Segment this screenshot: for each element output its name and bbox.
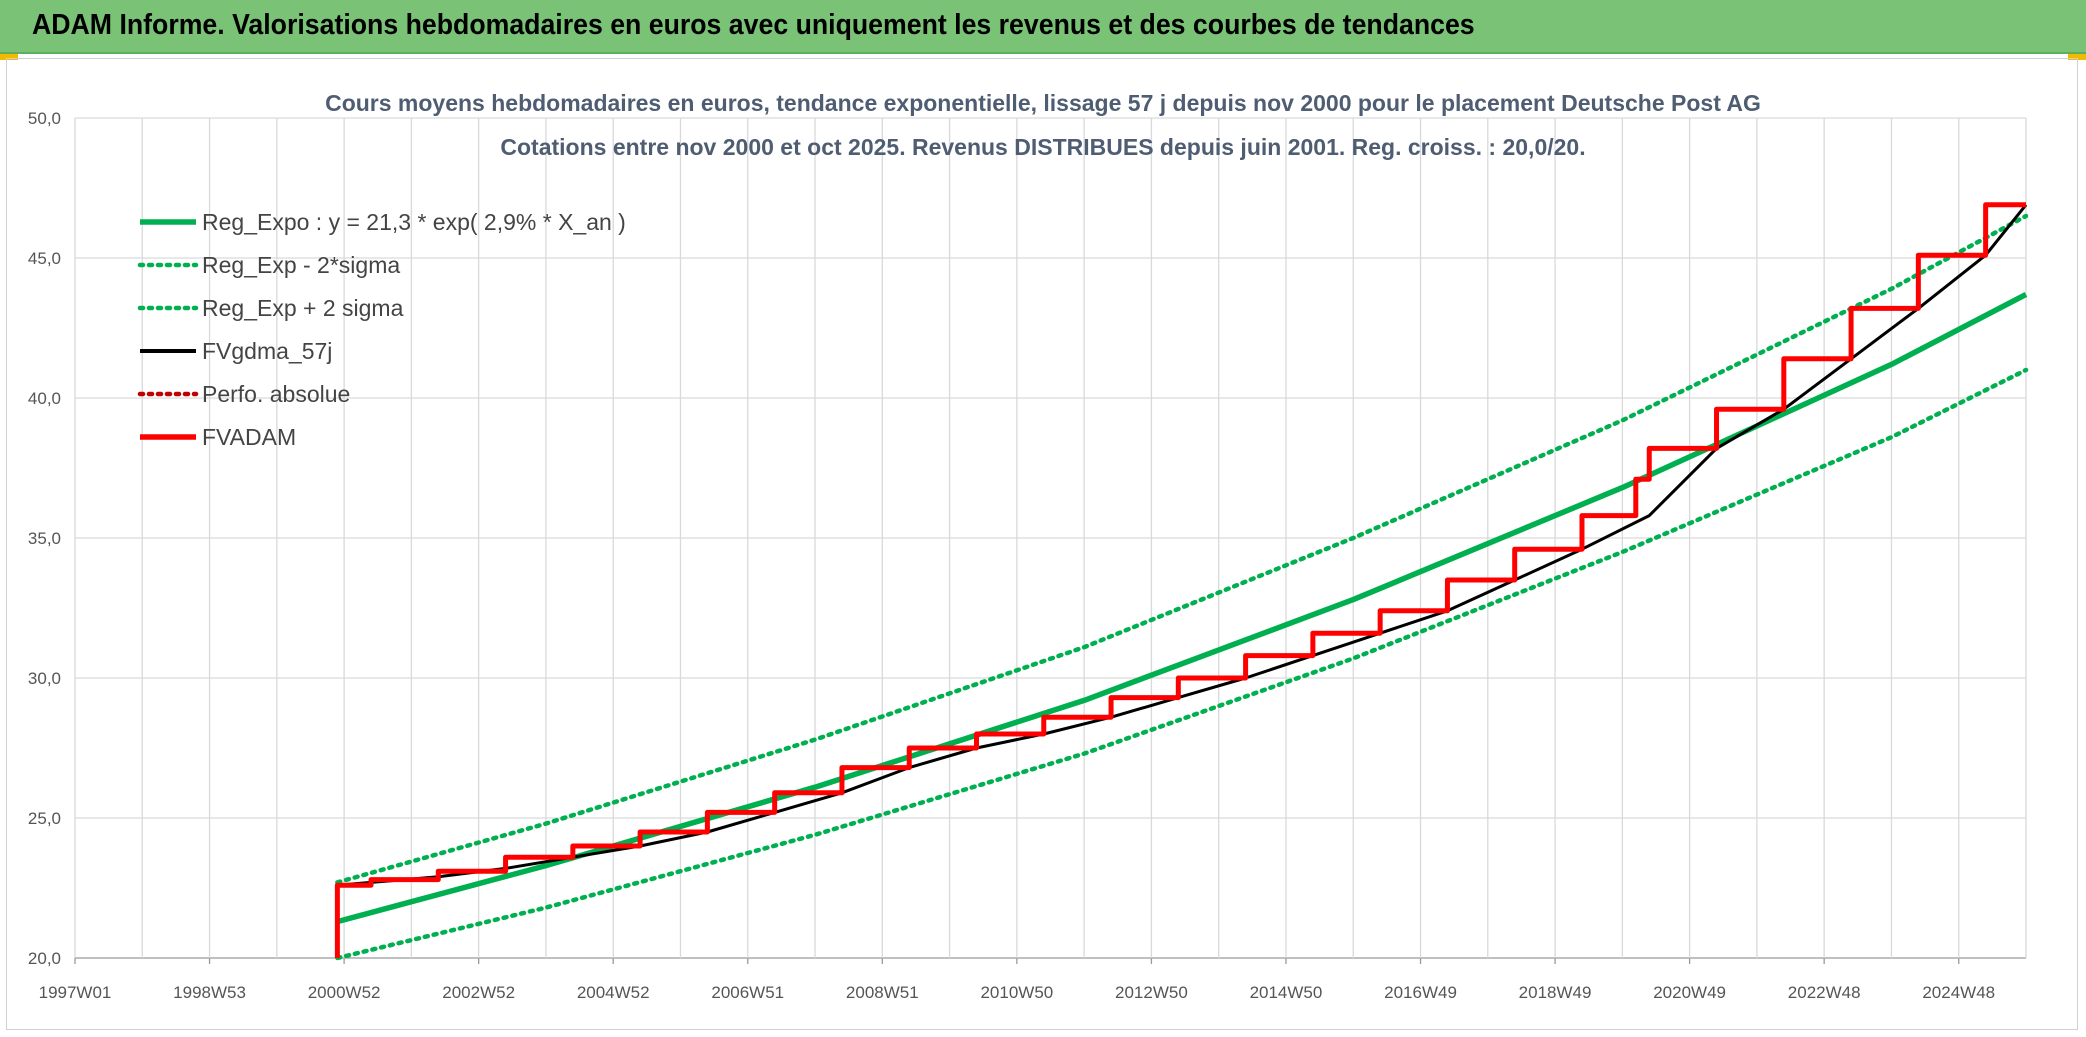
y-axis-ticks: 20,0 25,0 30,0 35,0 40,0 45,0 50,0 [28, 109, 61, 968]
x-tick-label: 2022W48 [1788, 983, 1861, 1002]
x-tick-label: 2000W52 [308, 983, 381, 1002]
y-tick-label: 40,0 [28, 389, 61, 408]
x-tick-label: 2018W49 [1519, 983, 1592, 1002]
x-tick-label: 1998W53 [173, 983, 246, 1002]
chart-frame [6, 58, 2078, 1030]
series-line-1 [335, 367, 2029, 961]
legend-label: Perfo. absolue [202, 381, 350, 407]
x-tick-label: 2004W52 [577, 983, 650, 1002]
x-tick-label: 2014W50 [1250, 983, 1323, 1002]
y-tick-label: 20,0 [28, 949, 61, 968]
series-line-2 [335, 213, 2029, 885]
legend-label: FVADAM [202, 424, 296, 450]
x-tick-label: 2006W51 [711, 983, 784, 1002]
y-tick-label: 50,0 [28, 109, 61, 128]
corner-mark-left [0, 54, 18, 60]
report-banner: ADAM Informe. Valorisations hebdomadaire… [0, 0, 2086, 54]
chart-subtitle: Cotations entre nov 2000 et oct 2025. Re… [500, 134, 1585, 160]
x-tick-label: 2024W48 [1922, 983, 1995, 1002]
report-title: ADAM Informe. Valorisations hebdomadaire… [32, 9, 1475, 41]
x-tick-label: 2020W49 [1653, 983, 1726, 1002]
x-tick-label: 2008W51 [846, 983, 919, 1002]
series-line-0 [336, 291, 2028, 925]
x-axis-ticks: 1997W01 1998W53 2000W52 2002W52 2004W52 2006W… [39, 958, 1995, 1002]
series-line-3 [337, 203, 2028, 887]
series-line-5 [334, 202, 2026, 958]
legend: Reg_Expo : y = 21,3 * exp( 2,9% * X_an )… [137, 209, 626, 450]
y-tick-label: 30,0 [28, 669, 61, 688]
y-tick-label: 25,0 [28, 809, 61, 828]
corner-mark-right [2068, 54, 2086, 60]
y-tick-label: 45,0 [28, 249, 61, 268]
y-tick-label: 35,0 [28, 529, 61, 548]
legend-label: FVgdma_57j [202, 338, 332, 364]
x-tick-label: 1997W01 [39, 983, 112, 1002]
gridlines [74, 117, 2027, 959]
x-tick-label: 2012W50 [1115, 983, 1188, 1002]
chart-title: Cours moyens hebdomadaires en euros, ten… [325, 90, 1761, 116]
x-tick-label: 2002W52 [442, 983, 515, 1002]
series-layer [334, 202, 2029, 961]
x-tick-label: 2016W49 [1384, 983, 1457, 1002]
legend-label: Reg_Exp - 2*sigma [202, 252, 400, 278]
legend-label: Reg_Exp + 2 sigma [202, 295, 404, 321]
x-tick-label: 2010W50 [980, 983, 1053, 1002]
legend-label: Reg_Expo : y = 21,3 * exp( 2,9% * X_an ) [202, 209, 626, 235]
